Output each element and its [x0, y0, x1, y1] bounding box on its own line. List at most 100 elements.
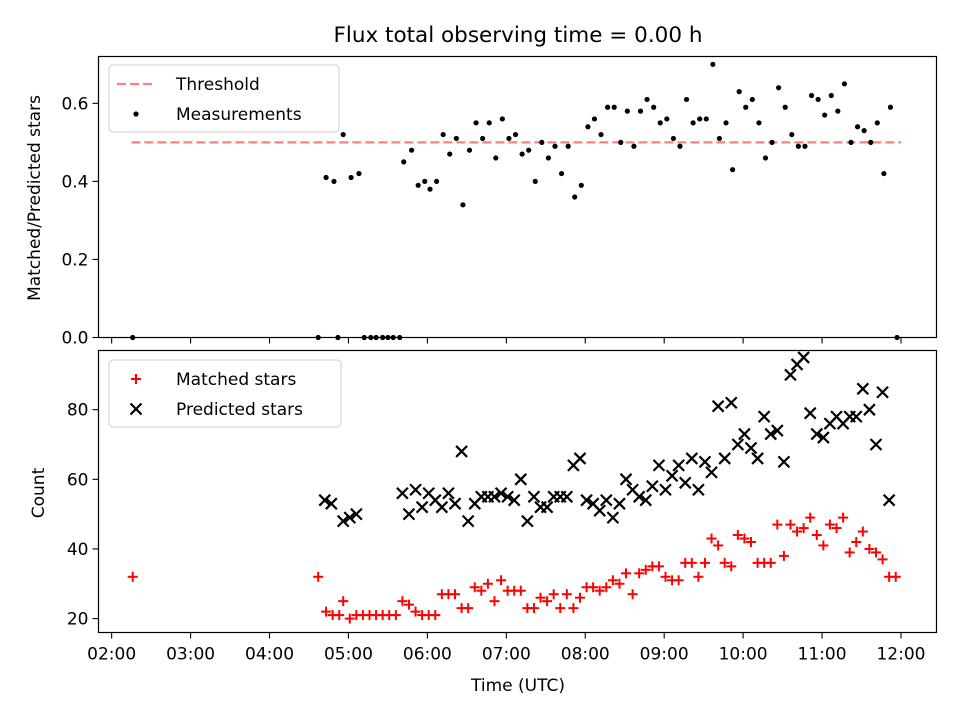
measurement-point: [631, 143, 637, 149]
xtick-label: 12:00: [876, 645, 925, 665]
measurement-point: [473, 120, 479, 126]
measurement-point: [835, 108, 841, 114]
matched-point: [877, 554, 888, 565]
measurement-point: [558, 170, 565, 177]
predicted-point: [711, 399, 725, 413]
matched-point: [313, 571, 324, 582]
measurement-point: [683, 96, 690, 103]
xtick-label: 04:00: [245, 645, 294, 665]
measurement-point: [697, 116, 703, 122]
bottom-ytick-label: 80: [67, 401, 89, 421]
matched-point: [660, 571, 671, 582]
matched-point: [746, 536, 757, 547]
predicted-point-b: [415, 500, 429, 514]
measurement-point: [756, 120, 762, 126]
predicted-point-b: [540, 500, 554, 514]
measurement-point: [828, 92, 834, 99]
top-legend-label: Measurements: [176, 105, 302, 125]
predicted-point-b: [448, 497, 462, 510]
predicted-point: [652, 459, 666, 472]
predicted-point-b: [488, 490, 501, 504]
xtick-label: 06:00: [403, 645, 452, 665]
predicted-point: [817, 431, 830, 444]
predicted-point-b: [336, 514, 350, 528]
measurement-point: [644, 96, 650, 103]
bottom-legend: Matched stars Predicted stars: [108, 359, 342, 428]
predicted-point: [600, 493, 613, 507]
predicted-point-b: [738, 427, 751, 441]
predicted-point-b: [718, 452, 731, 465]
measurement-point: [519, 151, 525, 157]
matched-point: [621, 568, 632, 579]
measurement-point: [776, 85, 782, 91]
measurement-point: [815, 96, 821, 103]
predicted-point: [659, 483, 672, 497]
predicted-point-b: [619, 473, 633, 486]
measurement-point: [486, 120, 492, 126]
matched-point: [838, 512, 849, 523]
predicted-point-b: [764, 427, 778, 441]
measurement-point: [677, 143, 683, 149]
matched-point: [515, 585, 526, 596]
matched-point: [640, 564, 651, 575]
predicted-point: [803, 406, 817, 420]
measurement-point: [729, 167, 736, 173]
measurement-point: [854, 124, 861, 130]
measurement-point: [585, 124, 591, 130]
matched-point: [792, 526, 803, 537]
matched-point: [765, 557, 776, 568]
matched-point: [653, 561, 664, 572]
matched-point: [870, 547, 881, 558]
predicted-point: [738, 427, 751, 441]
measurement-point: [887, 104, 894, 110]
top-ytick-label: 0.0: [61, 329, 88, 349]
measurement-point: [611, 104, 617, 110]
predicted-point: [869, 438, 883, 451]
predicted-point: [527, 490, 541, 504]
bottom-ytick-label: 60: [67, 470, 89, 490]
predicted-point-b: [494, 486, 508, 500]
measurement-point: [822, 112, 828, 118]
predicted-point: [705, 466, 718, 479]
top-ytick-label: 0.4: [61, 172, 88, 192]
bottom-x-ticks: 02:00 03:00 04:00 05:00 06:00 07:00 08:00 09:00…: [87, 632, 925, 665]
measurement-point: [723, 120, 729, 126]
bottom-legend-box: [108, 359, 342, 428]
predicted-point: [639, 493, 653, 507]
predicted-point-b: [343, 511, 357, 524]
measurement-point: [716, 135, 723, 142]
matched-point: [594, 585, 605, 596]
top-x-ticks: [111, 337, 902, 344]
xtick-label: 07:00: [482, 645, 531, 665]
predicted-point-b: [803, 406, 817, 420]
predicted-point-b: [396, 486, 409, 500]
matched-point: [489, 596, 500, 607]
measurement-point: [512, 131, 519, 138]
bottom-legend-key: [129, 402, 143, 416]
bottom-legend-key: [131, 374, 141, 384]
matched-point: [334, 610, 345, 621]
predicted-point: [573, 452, 587, 465]
matched-point: [561, 589, 572, 600]
predicted-point: [771, 424, 784, 437]
measurement-point: [323, 174, 329, 181]
measurement-point: [868, 139, 874, 145]
predicted-point: [521, 514, 534, 528]
top-y-axis-label: Matched/Predicted stars: [25, 95, 45, 301]
predicted-point-b: [560, 490, 574, 504]
measurement-point: [782, 104, 788, 110]
x-axis-label: Time (UTC): [470, 676, 565, 696]
predicted-point-b: [784, 368, 797, 382]
predicted-point: [402, 507, 416, 521]
predicted-point: [613, 497, 626, 510]
predicted-point-b: [580, 493, 593, 507]
xtick-label: 03:00: [166, 645, 215, 665]
predicted-point: [665, 469, 679, 483]
bottom-y-ticks: 20 40 60 80: [67, 401, 99, 630]
matched-point: [890, 571, 901, 582]
predicted-point-b: [856, 382, 870, 396]
predicted-point-b: [429, 493, 442, 507]
predicted-point: [672, 459, 685, 472]
bottom-y-axis-label: Count: [29, 467, 49, 518]
xtick-label: 05:00: [324, 645, 373, 665]
